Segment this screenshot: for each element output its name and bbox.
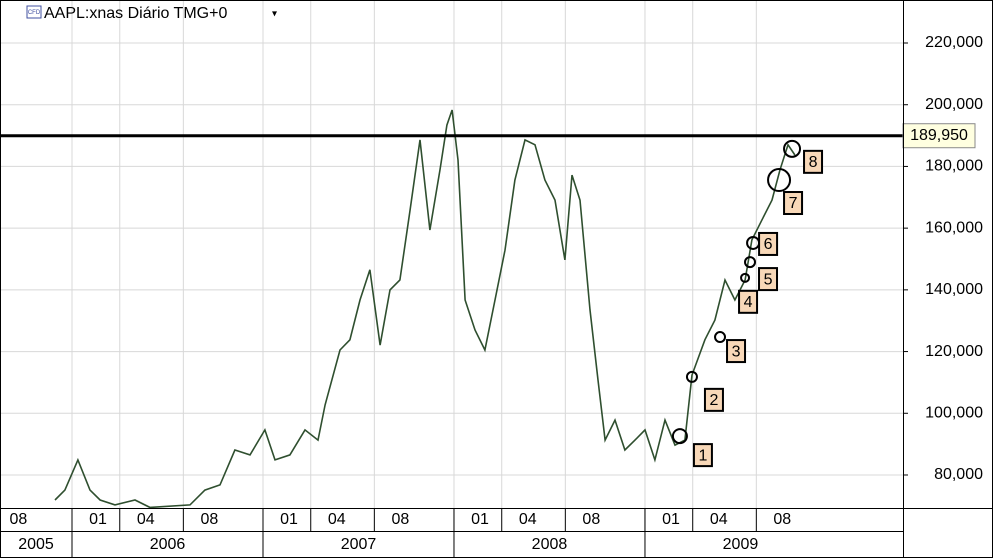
- marker-box: [692, 443, 713, 468]
- x-tick-label: 08: [200, 511, 218, 528]
- x-tick-label: 08: [582, 511, 600, 528]
- marker-label: 1: [698, 447, 707, 464]
- y-tick-label: 160,000: [925, 219, 983, 236]
- marker-box: [758, 267, 779, 292]
- y-tick-label: 100,000: [925, 404, 983, 421]
- cfd-icon: [26, 5, 42, 19]
- y-tick-label: 140,000: [925, 281, 983, 298]
- chart-title: AAPL:xnas Diário TMG+0: [44, 5, 227, 22]
- title-menu[interactable]: ▾: [272, 9, 277, 20]
- x-tick-label: 01: [471, 511, 489, 528]
- marker-circle: [783, 139, 802, 158]
- x-tick-label: 04: [519, 511, 537, 528]
- y-tick-label: 180,000: [925, 158, 983, 175]
- marker-box: [726, 339, 747, 364]
- marker-label: 3: [732, 343, 741, 360]
- x-tick-label: 08: [391, 511, 409, 528]
- marker-label: 7: [789, 195, 798, 212]
- x-tick-label: 08: [9, 511, 27, 528]
- marker-circle: [740, 272, 751, 283]
- marker-box: [703, 387, 724, 412]
- x-tick-label: 04: [710, 511, 728, 528]
- marker-circle: [685, 370, 698, 383]
- level-label-box: [902, 123, 976, 149]
- year-label: 2006: [150, 536, 186, 553]
- y-tick-label: 220,000: [925, 34, 983, 51]
- marker-label: 2: [710, 392, 719, 409]
- y-tick-label: 80,000: [934, 466, 983, 483]
- x-tick-label: 01: [89, 511, 107, 528]
- year-label: 2009: [723, 536, 759, 553]
- marker-circle: [671, 428, 688, 445]
- x-tick-label: 04: [328, 511, 346, 528]
- marker-circle: [744, 256, 757, 269]
- marker-box: [803, 149, 824, 174]
- marker-label: 4: [744, 294, 753, 311]
- cfd-icon-text: CFD: [28, 10, 41, 16]
- x-tick-label: 01: [280, 511, 298, 528]
- price-line: [54, 109, 796, 509]
- marker-box: [783, 191, 804, 216]
- y-tick-label: 200,000: [925, 96, 983, 113]
- y-tick-label: 120,000: [925, 343, 983, 360]
- marker-label: 5: [764, 271, 773, 288]
- marker-label: 8: [809, 154, 818, 171]
- year-label: 2005: [18, 536, 54, 553]
- year-label: 2007: [341, 536, 377, 553]
- x-tick-label: 01: [662, 511, 680, 528]
- marker-label: 6: [764, 236, 773, 253]
- marker-circle: [767, 168, 792, 193]
- marker-box: [738, 289, 759, 314]
- x-tick-label: 04: [137, 511, 155, 528]
- marker-circle: [714, 331, 727, 344]
- year-label: 2008: [532, 536, 568, 553]
- marker-box: [758, 231, 779, 256]
- x-tick-label: 08: [773, 511, 791, 528]
- level-label: 189,950: [910, 127, 968, 144]
